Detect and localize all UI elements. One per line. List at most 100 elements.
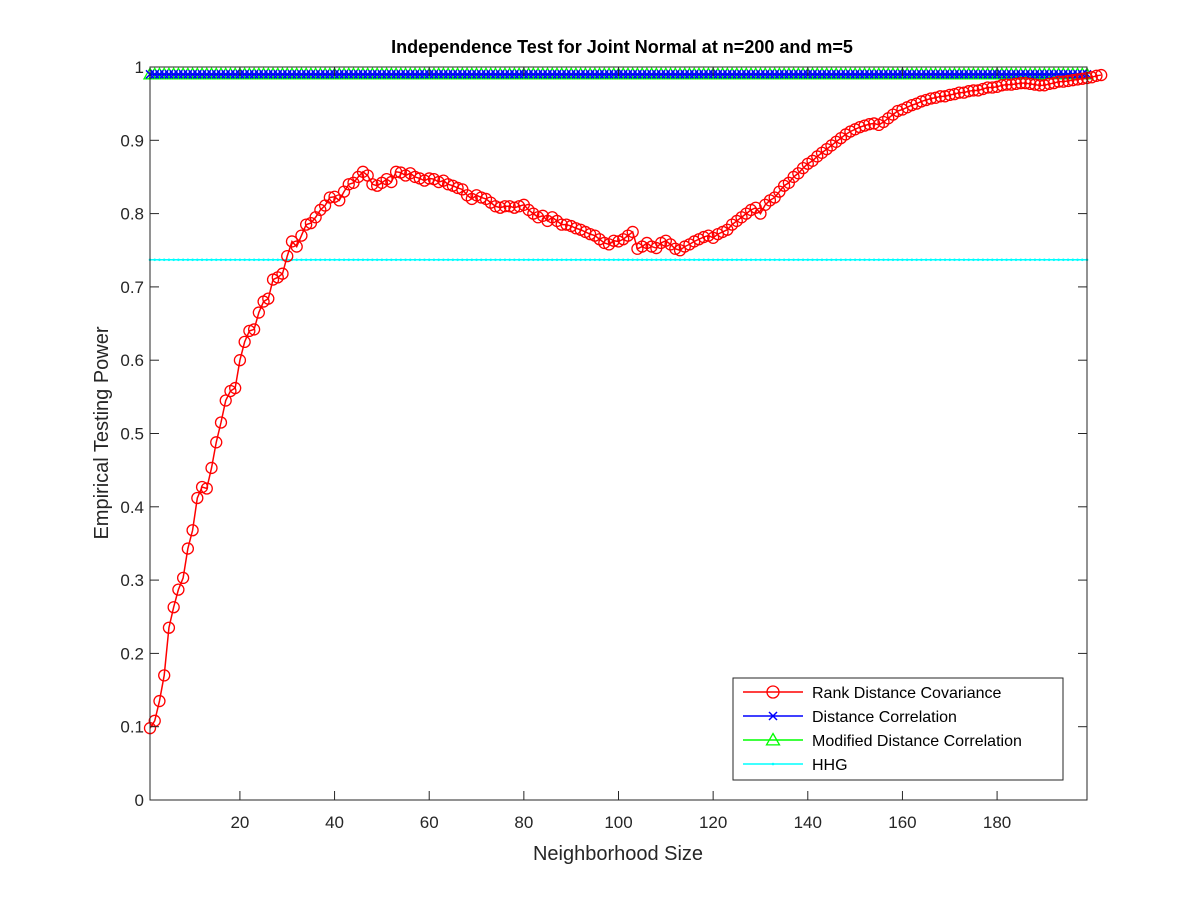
y-tick-label: 0.4 bbox=[120, 498, 144, 517]
data-point-rank-distance-covariance bbox=[314, 203, 327, 217]
data-point-hhg bbox=[248, 258, 251, 262]
data-point-hhg bbox=[773, 258, 776, 262]
data-point-rank-distance-covariance bbox=[995, 79, 1008, 92]
legend-box bbox=[732, 677, 1064, 781]
data-point-rank-distance-covariance bbox=[1076, 72, 1089, 85]
data-point-hhg bbox=[390, 258, 393, 262]
data-point-hhg bbox=[380, 258, 384, 262]
data-point-hhg bbox=[465, 258, 469, 262]
data-point-hhg bbox=[759, 258, 762, 262]
legend-item-hhg: HHG bbox=[743, 757, 848, 774]
data-point-hhg bbox=[991, 258, 994, 262]
data-point-rank-distance-covariance bbox=[598, 236, 611, 250]
data-point-rank-distance-covariance bbox=[759, 198, 772, 211]
data-point-hhg bbox=[631, 258, 634, 262]
data-point-hhg bbox=[167, 258, 171, 262]
data-point-hhg bbox=[716, 258, 720, 262]
data-point-rank-distance-covariance bbox=[205, 461, 218, 475]
data-point-hhg bbox=[782, 258, 786, 262]
data-point-hhg bbox=[352, 258, 355, 262]
data-point-hhg bbox=[375, 258, 379, 262]
data-point-hhg bbox=[849, 258, 852, 262]
data-point-hhg bbox=[778, 258, 781, 262]
data-point-rank-distance-covariance bbox=[1033, 79, 1046, 92]
data-point-hhg bbox=[1071, 258, 1075, 262]
data-point-hhg bbox=[532, 258, 535, 262]
data-point-rank-distance-covariance bbox=[697, 230, 710, 244]
y-tick-label: 0 bbox=[135, 791, 144, 810]
data-point-hhg bbox=[607, 258, 611, 262]
data-point-rank-distance-covariance bbox=[664, 238, 677, 251]
data-point-rank-distance-covariance bbox=[796, 162, 810, 175]
data-point-rank-distance-covariance bbox=[191, 491, 204, 505]
data-point-hhg bbox=[730, 258, 734, 262]
x-tick-label: 160 bbox=[888, 813, 916, 832]
data-point-hhg bbox=[967, 258, 970, 262]
data-point-rank-distance-covariance bbox=[583, 227, 597, 241]
data-point-hhg bbox=[427, 258, 431, 262]
data-point-hhg bbox=[920, 258, 923, 262]
data-point-hhg bbox=[815, 258, 819, 262]
data-point-rank-distance-covariance bbox=[1085, 71, 1098, 84]
data-point-rank-distance-covariance bbox=[1028, 78, 1042, 91]
data-point-hhg bbox=[1028, 258, 1032, 262]
data-point-hhg bbox=[754, 258, 758, 262]
data-point-rank-distance-covariance bbox=[432, 175, 445, 189]
data-point-rank-distance-covariance bbox=[195, 480, 209, 494]
data-point-hhg bbox=[304, 258, 308, 262]
data-point-hhg bbox=[276, 258, 280, 262]
data-point-hhg bbox=[588, 258, 592, 262]
data-point-rank-distance-covariance bbox=[290, 240, 303, 253]
data-point-rank-distance-covariance bbox=[986, 81, 999, 94]
data-point-hhg bbox=[513, 258, 516, 262]
data-point-hhg bbox=[271, 258, 275, 262]
chart-title: Independence Test for Joint Normal at n=… bbox=[391, 37, 853, 57]
data-point-hhg bbox=[252, 258, 256, 262]
data-point-rank-distance-covariance bbox=[1009, 77, 1023, 91]
data-point-hhg bbox=[744, 258, 748, 262]
data-point-rank-distance-covariance bbox=[494, 201, 507, 214]
data-point-rank-distance-covariance bbox=[867, 117, 881, 130]
data-point-rank-distance-covariance bbox=[858, 119, 871, 132]
data-point-hhg bbox=[673, 258, 677, 262]
data-point-rank-distance-covariance bbox=[167, 601, 180, 614]
data-point-hhg bbox=[371, 258, 374, 262]
data-point-hhg bbox=[579, 258, 582, 262]
data-point-hhg bbox=[1066, 258, 1070, 262]
data-point-hhg bbox=[1014, 258, 1018, 262]
data-point-hhg bbox=[560, 258, 564, 262]
data-point-hhg bbox=[337, 258, 341, 262]
data-point-hhg bbox=[484, 258, 488, 262]
data-point-hhg bbox=[186, 258, 190, 262]
data-point-rank-distance-covariance bbox=[262, 292, 275, 305]
data-point-hhg bbox=[158, 258, 161, 262]
y-tick-label: 0.2 bbox=[120, 644, 144, 663]
legend-swatch-marker bbox=[771, 762, 775, 766]
data-point-hhg bbox=[844, 258, 847, 262]
data-point-rank-distance-covariance bbox=[1014, 76, 1027, 90]
data-point-hhg bbox=[863, 258, 866, 262]
data-point-hhg bbox=[995, 258, 999, 262]
data-point-hhg bbox=[323, 258, 327, 262]
data-point-rank-distance-covariance bbox=[162, 621, 176, 634]
data-point-hhg bbox=[565, 258, 568, 262]
data-point-hhg bbox=[853, 258, 857, 262]
data-point-rank-distance-covariance bbox=[981, 81, 994, 94]
data-point-hhg bbox=[366, 258, 369, 262]
data-point-hhg bbox=[938, 258, 942, 262]
data-point-hhg bbox=[1024, 258, 1027, 262]
data-point-hhg bbox=[621, 258, 625, 262]
x-tick-label: 100 bbox=[604, 813, 632, 832]
data-point-hhg bbox=[333, 258, 336, 262]
data-point-hhg bbox=[328, 258, 332, 262]
data-point-rank-distance-covariance bbox=[1095, 68, 1108, 82]
data-point-hhg bbox=[697, 258, 701, 262]
data-point-hhg bbox=[181, 258, 185, 262]
data-point-hhg bbox=[1052, 258, 1056, 262]
data-point-hhg bbox=[882, 258, 885, 262]
data-point-hhg bbox=[399, 258, 403, 262]
data-point-hhg bbox=[929, 258, 933, 262]
data-point-hhg bbox=[626, 258, 630, 262]
data-point-hhg bbox=[238, 258, 242, 262]
data-point-hhg bbox=[196, 258, 199, 262]
